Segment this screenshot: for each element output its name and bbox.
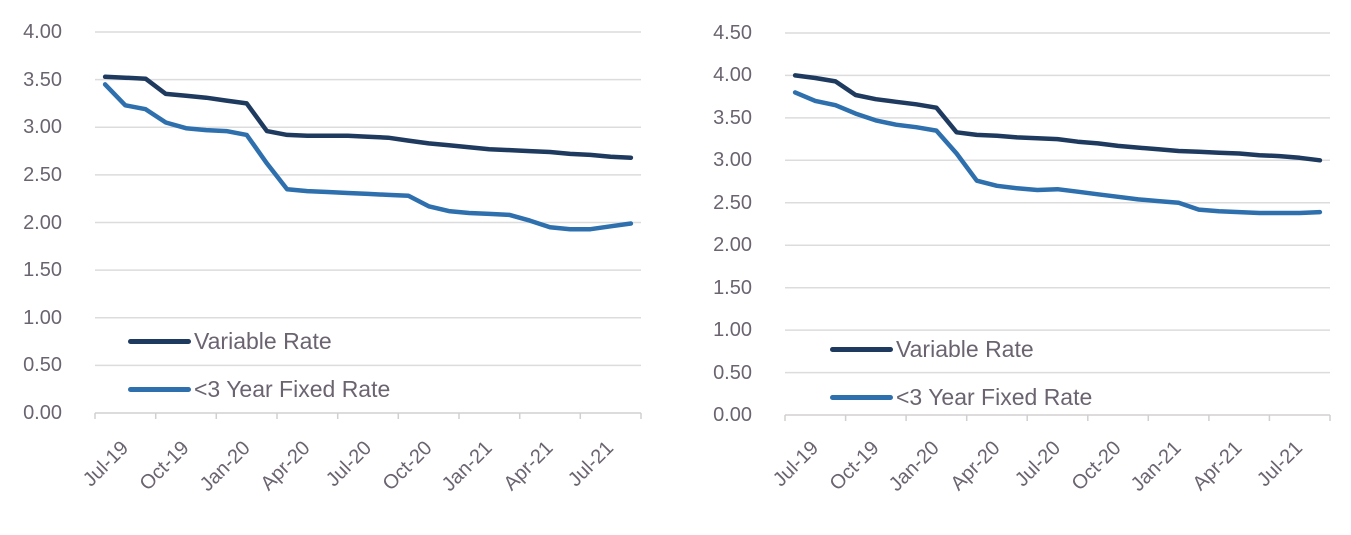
plot-area-right bbox=[784, 32, 1331, 421]
y-tick-label: 2.00 bbox=[23, 212, 62, 234]
y-tick-label: 3.00 bbox=[713, 149, 752, 171]
y-tick-label: 2.50 bbox=[23, 164, 62, 186]
y-tick-label: 3.50 bbox=[23, 69, 62, 91]
series-line-3-year-fixed-rate bbox=[102, 82, 634, 232]
legend-label-variable-rate: Variable Rate bbox=[194, 327, 332, 354]
plot-area-left bbox=[94, 31, 642, 419]
legend-item-fixed-rate: <3 Year Fixed Rate bbox=[830, 383, 1092, 411]
y-tick-label: 1.00 bbox=[23, 307, 62, 329]
legend-swatch-fixed-rate bbox=[830, 394, 893, 400]
y-tick-label: 2.00 bbox=[713, 234, 752, 256]
legend-swatch-variable-rate bbox=[128, 338, 191, 344]
y-tick-label: 2.50 bbox=[713, 192, 752, 214]
legend: Variable Rate <3 Year Fixed Rate bbox=[830, 335, 1092, 431]
chart-right: Variable Rate <3 Year Fixed Rate 4.50 4.0… bbox=[676, 0, 1351, 535]
legend: Variable Rate <3 Year Fixed Rate bbox=[128, 327, 390, 423]
legend-swatch-fixed-rate bbox=[128, 386, 191, 392]
y-tick-label: 1.50 bbox=[713, 277, 752, 299]
y-tick-label: 4.00 bbox=[713, 64, 752, 86]
y-tick-label: 3.50 bbox=[713, 107, 752, 129]
legend-label-fixed-rate: <3 Year Fixed Rate bbox=[896, 383, 1093, 410]
legend-swatch-variable-rate bbox=[830, 346, 893, 352]
y-tick-label: 0.00 bbox=[713, 404, 752, 426]
y-tick-label: 1.50 bbox=[23, 259, 62, 281]
y-tick-label: 4.00 bbox=[23, 21, 62, 43]
y-tick-label: 4.50 bbox=[713, 22, 752, 44]
legend-item-variable-rate: Variable Rate bbox=[830, 335, 1092, 363]
legend-label-fixed-rate: <3 Year Fixed Rate bbox=[194, 375, 391, 402]
y-tick-label: 0.00 bbox=[23, 402, 62, 424]
series-line-3-year-fixed-rate bbox=[792, 90, 1323, 216]
legend-item-variable-rate: Variable Rate bbox=[128, 327, 390, 355]
y-tick-label: 0.50 bbox=[713, 362, 752, 384]
y-tick-label: 3.00 bbox=[23, 116, 62, 138]
y-tick-label: 0.50 bbox=[23, 354, 62, 376]
legend-label-variable-rate: Variable Rate bbox=[896, 335, 1034, 362]
legend-item-fixed-rate: <3 Year Fixed Rate bbox=[128, 375, 390, 403]
series-line-variable-rate bbox=[102, 74, 634, 160]
chart-left: Variable Rate <3 Year Fixed Rate 4.00 3.5… bbox=[0, 0, 675, 535]
series-line-variable-rate bbox=[792, 73, 1323, 163]
y-tick-label: 1.00 bbox=[713, 319, 752, 341]
